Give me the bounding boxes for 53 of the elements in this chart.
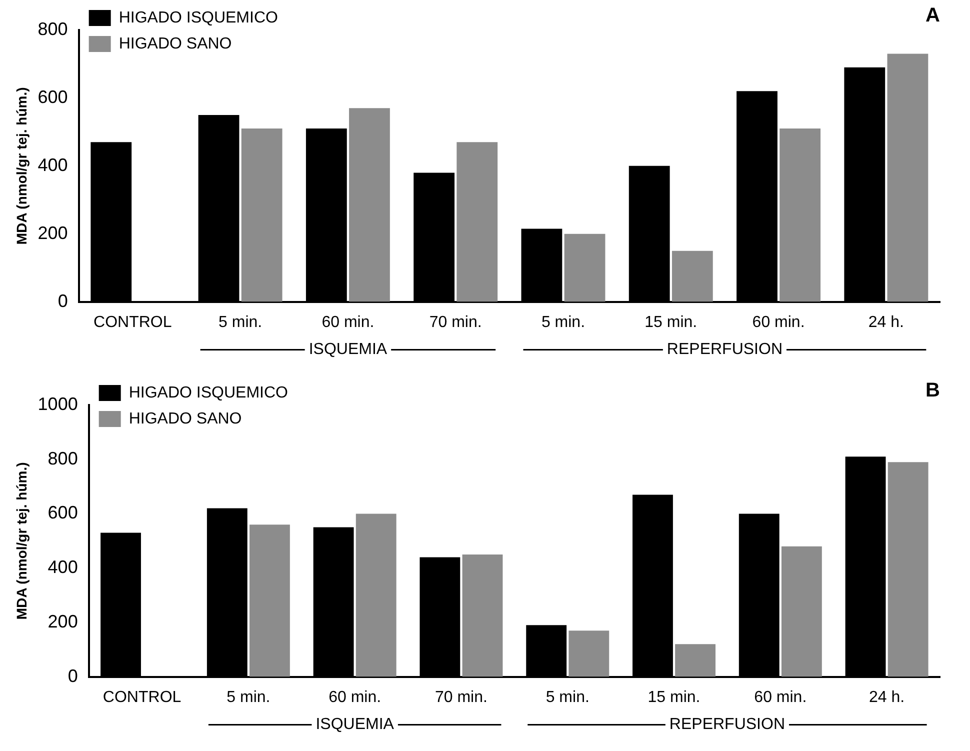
- bar: [356, 514, 396, 677]
- legend-label: HIGADO ISQUEMICO: [118, 9, 278, 26]
- x-tick-label: 70 min.: [429, 314, 482, 331]
- bar: [780, 128, 821, 302]
- y-tick-label: 800: [48, 448, 78, 468]
- bar: [564, 234, 606, 302]
- bar: [349, 108, 390, 302]
- x-tick-label: 5 min.: [226, 688, 270, 706]
- text: ISQUEMIA: [308, 341, 388, 358]
- bar: [462, 554, 503, 677]
- legend-label: HIGADO ISQUEMICO: [128, 384, 288, 402]
- y-tick-label: 600: [48, 502, 78, 523]
- y-axis-title: MDA (nmol/gr tej. húm.): [13, 462, 30, 620]
- x-tick-label: 24 h.: [868, 314, 904, 331]
- y-tick-label: 800: [38, 18, 68, 39]
- bar: [675, 644, 716, 677]
- y-tick-label: 400: [38, 154, 68, 175]
- y-tick-label: 400: [48, 557, 78, 578]
- chart-title: B: [926, 380, 940, 402]
- bar: [672, 250, 713, 302]
- bar: [250, 524, 290, 677]
- legend-label: HIGADO SANO: [128, 410, 242, 428]
- bar: [888, 462, 928, 677]
- x-tick-label: 60 min.: [328, 688, 382, 706]
- x-tick-label: 24 h.: [869, 688, 905, 706]
- y-tick-label: 0: [68, 666, 78, 686]
- x-tick-label: CONTROL: [102, 688, 182, 706]
- x-tick-label: 60 min.: [752, 314, 805, 331]
- y-tick-label: 200: [48, 611, 78, 632]
- bar: [887, 54, 928, 302]
- bar: [781, 546, 822, 677]
- x-tick-label: 70 min.: [434, 688, 488, 706]
- text: REPERFUSION: [669, 716, 785, 734]
- x-tick-label: 60 min.: [322, 314, 374, 331]
- x-tick-label: 5 min.: [541, 314, 586, 331]
- y-axis-title: MDA (nmol/gr tej. húm.): [13, 87, 30, 245]
- bar: [456, 142, 498, 302]
- bar: [241, 128, 282, 302]
- y-tick-label: 0: [58, 290, 68, 311]
- y-tick-label: 600: [38, 86, 68, 107]
- chart-title: A: [926, 4, 940, 27]
- x-tick-label: 15 min.: [648, 688, 700, 706]
- text: ISQUEMIA: [316, 716, 394, 734]
- y-tick-label: 200: [38, 222, 68, 243]
- x-tick-label: 5 min.: [546, 688, 590, 706]
- x-tick-label: 5 min.: [218, 314, 262, 331]
- x-tick-label: 15 min.: [644, 314, 698, 331]
- legend-label: HIGADO SANO: [118, 35, 232, 52]
- y-tick-label: 1000: [38, 394, 78, 414]
- bar: [568, 630, 610, 677]
- x-tick-label: 60 min.: [754, 688, 807, 706]
- text: REPERFUSION: [666, 341, 782, 358]
- x-tick-label: CONTROL: [94, 314, 172, 331]
